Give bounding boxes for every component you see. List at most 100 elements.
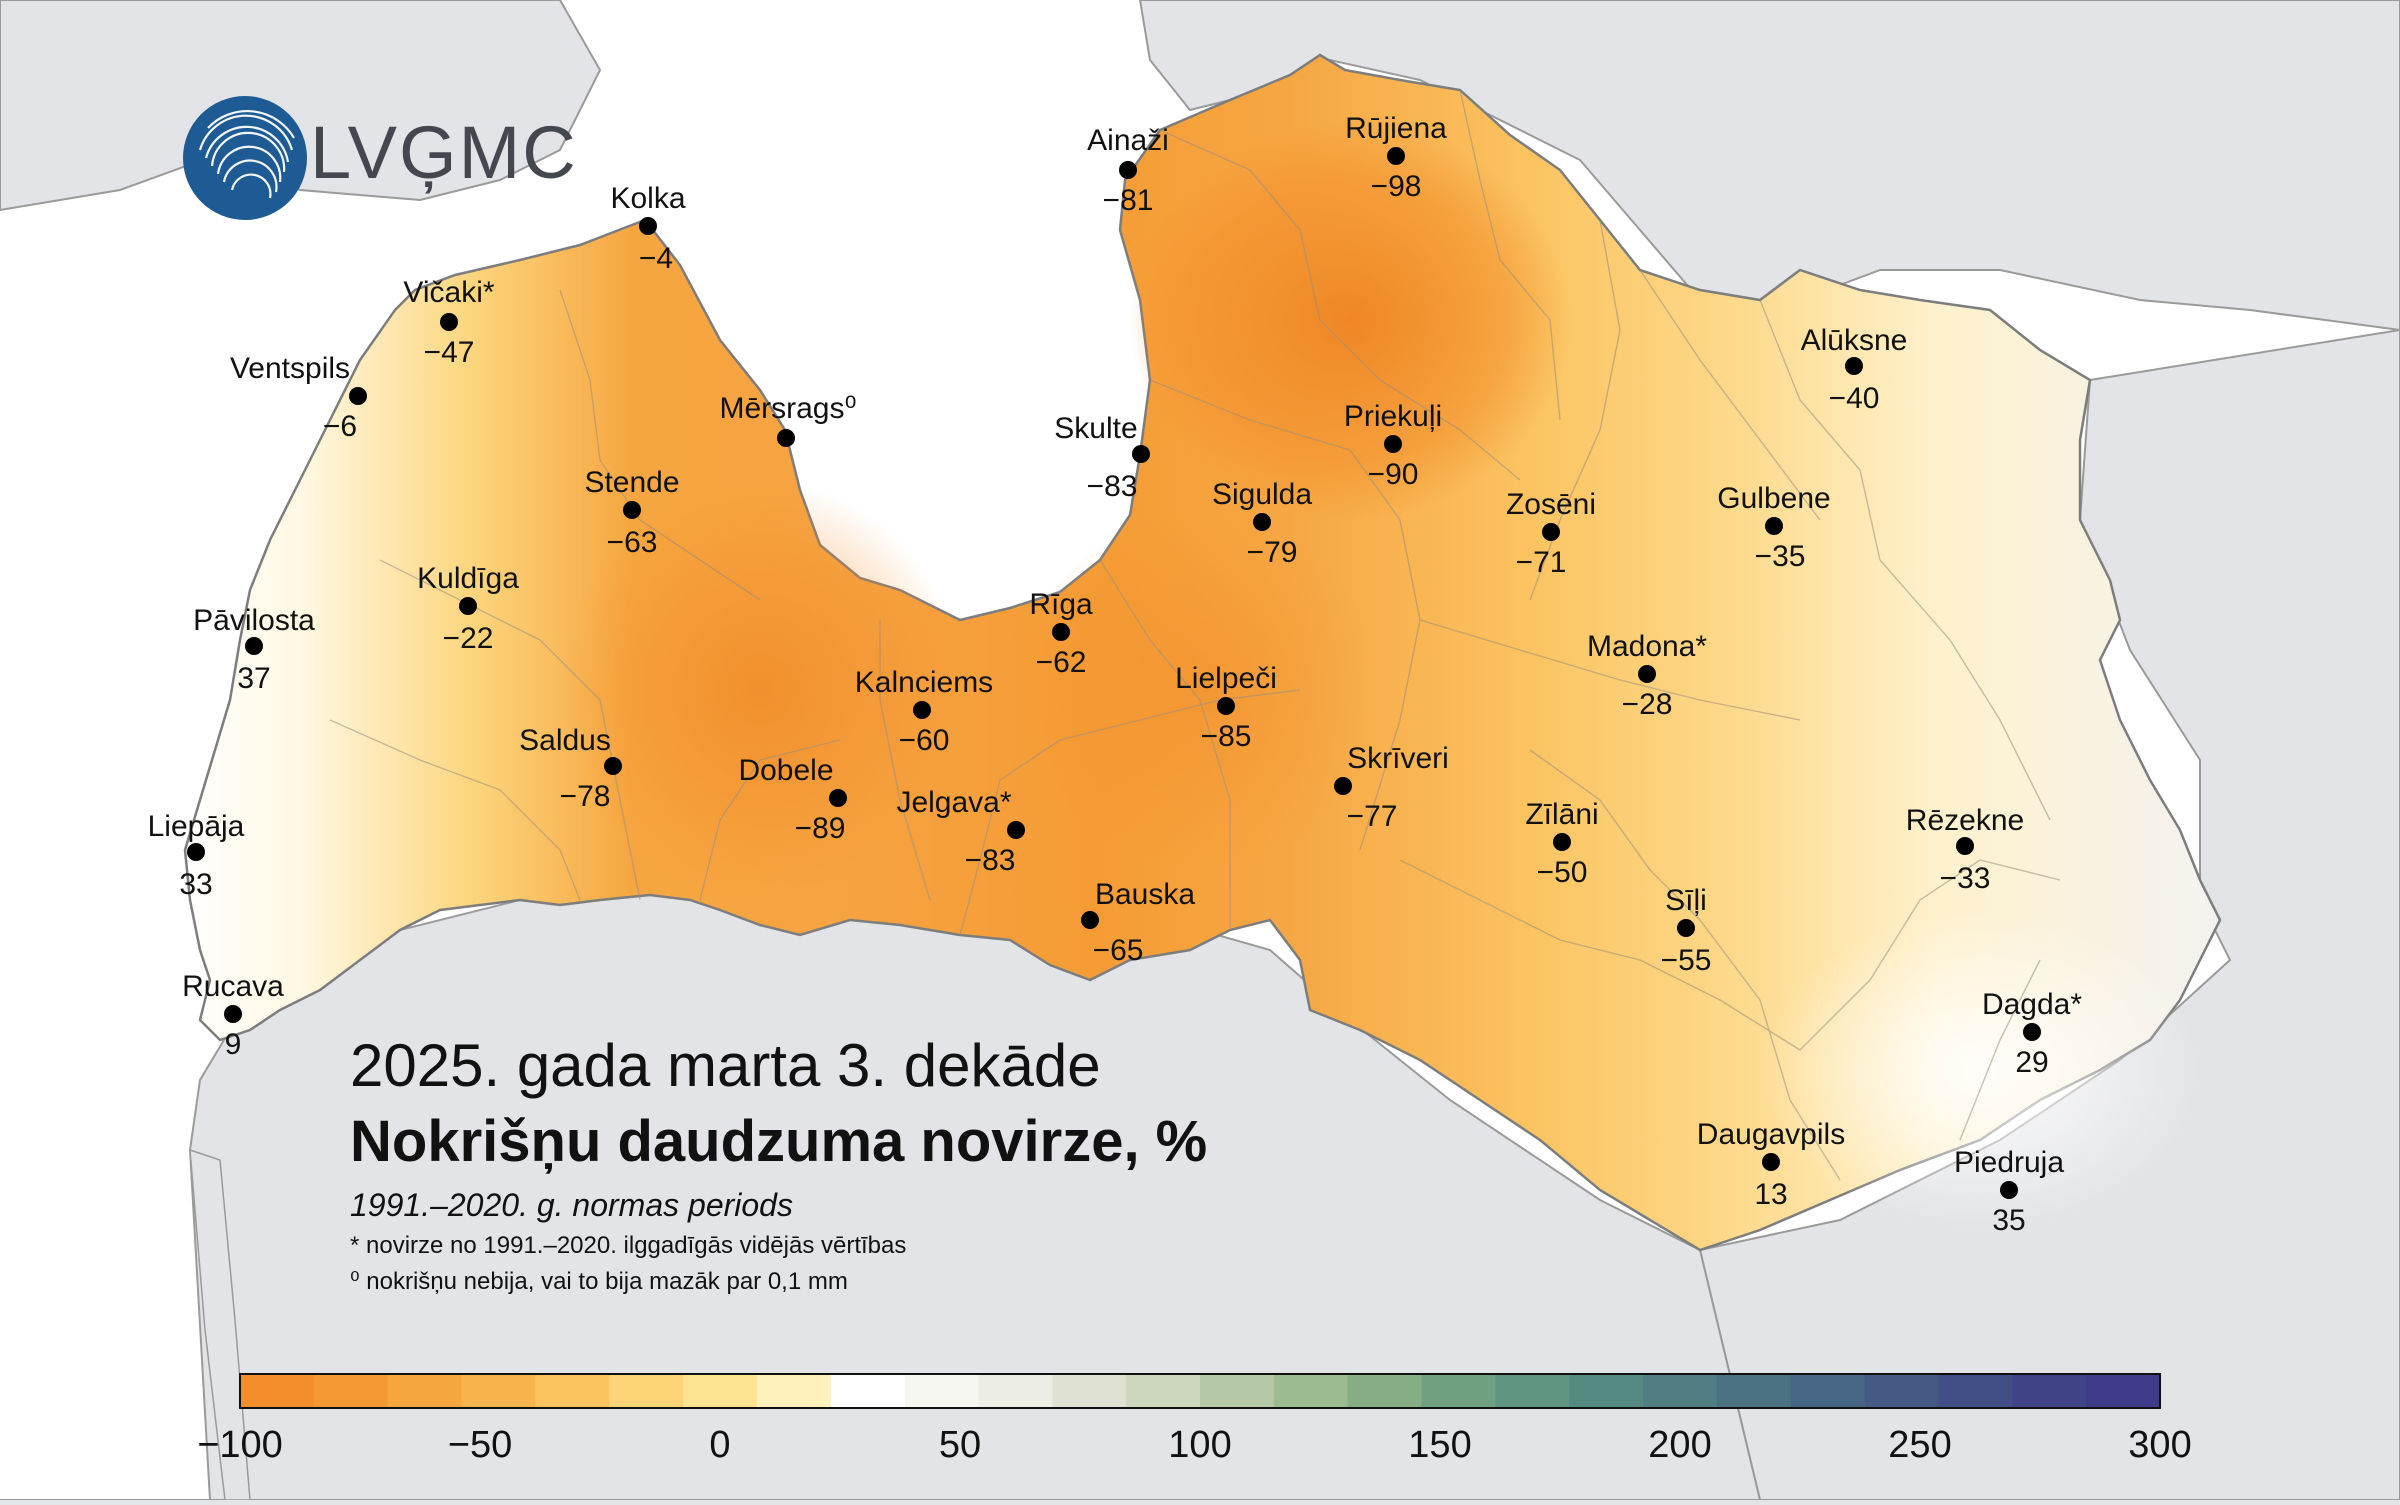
legend-tick-label: −100 — [197, 1424, 283, 1466]
station-value: −60 — [899, 724, 950, 757]
station-value: −79 — [1247, 536, 1298, 569]
station-value: −90 — [1368, 458, 1419, 491]
station-dot — [187, 843, 205, 861]
station-dot — [604, 757, 622, 775]
station-name: Kalnciems — [855, 666, 993, 699]
municipal-boundaries — [329, 89, 2061, 1181]
title-block: 2025. gada marta 3. dekāde Nokrišņu daud… — [350, 1030, 1207, 1300]
station-name: Kolka — [610, 182, 685, 215]
station-value: −47 — [424, 336, 475, 369]
station-name: Piedruja — [1954, 1146, 2064, 1179]
station-sili: Sīļi −55 — [1661, 884, 1712, 977]
station-rujiena: Rūjiena −98 — [1345, 112, 1447, 203]
deviation-pale-southeast — [1760, 910, 2200, 1230]
station-value: −22 — [443, 622, 494, 655]
legend-swatch — [1790, 1374, 1866, 1408]
station-name: Saldus — [519, 724, 611, 757]
station-aluksne: Alūksne −40 — [1801, 324, 1908, 415]
legend-tick-label: 150 — [1408, 1424, 1471, 1466]
station-name: Rucava — [182, 970, 284, 1003]
station-dot — [623, 501, 641, 519]
station-name: Lielpeči — [1175, 662, 1277, 695]
station-name: Zosēni — [1506, 488, 1596, 521]
station-dot — [245, 637, 263, 655]
map-subtitle: 1991.–2020. g. normas periods — [350, 1187, 793, 1223]
station-priekuli: Priekuļi −90 — [1344, 400, 1442, 491]
legend-tick-label: −50 — [448, 1424, 512, 1466]
station-value: −35 — [1755, 540, 1806, 573]
station-rucava: Rucava 9 — [182, 970, 284, 1061]
station-piedruja: Piedruja 35 — [1954, 1146, 2064, 1237]
legend-swatch — [1200, 1374, 1275, 1408]
station-value: −81 — [1103, 184, 1154, 217]
station-zoseni: Zosēni −71 — [1506, 488, 1596, 579]
legend-swatch — [1421, 1374, 1496, 1408]
station-dot — [1132, 445, 1150, 463]
map-period: 2025. gada marta 3. dekāde — [350, 1032, 1101, 1099]
station-value: −89 — [795, 812, 846, 845]
legend-swatch — [683, 1374, 758, 1408]
station-value: −55 — [1661, 944, 1712, 977]
station-name: Zīlāni — [1525, 798, 1598, 831]
legend-frame — [239, 1373, 2161, 1409]
station-value: 29 — [2015, 1046, 2048, 1079]
station-name: Ventspils — [230, 352, 350, 385]
station-sigulda: Sigulda −79 — [1212, 478, 1312, 569]
station-dot — [1677, 919, 1695, 937]
station-lielpeci: Lielpeči −85 — [1175, 662, 1277, 753]
station-value: 37 — [237, 662, 270, 695]
station-name: Dagda* — [1982, 988, 2082, 1021]
station-liepaja: Liepāja 33 — [148, 810, 245, 901]
station-value: 35 — [1992, 1204, 2025, 1237]
station-name: Stende — [584, 466, 679, 499]
station-name: Skulte — [1054, 412, 1137, 445]
estonia-islands — [0, 0, 602, 212]
station-name: Liepāja — [148, 810, 245, 843]
legend-swatch — [1938, 1374, 2013, 1408]
station-dot — [1253, 513, 1271, 531]
station-bauska: Bauska −65 — [1081, 878, 1195, 967]
station-dot — [1765, 517, 1783, 535]
legend-swatch — [1052, 1374, 1127, 1408]
legend-tick-label: 50 — [939, 1424, 981, 1466]
legend-swatch — [609, 1374, 684, 1408]
legend-swatch — [1495, 1374, 1570, 1408]
station-name: Rūjiena — [1345, 112, 1447, 145]
station-skulte: Skulte −83 — [1054, 412, 1150, 503]
station-dobele: Dobele −89 — [738, 754, 847, 845]
legend-swatch — [2012, 1374, 2087, 1408]
station-value: −85 — [1201, 720, 1252, 753]
station-value: −62 — [1036, 646, 1087, 679]
station-dot — [459, 597, 477, 615]
deviation-core-central — [1020, 510, 1380, 870]
station-value: −63 — [607, 526, 658, 559]
station-value: −50 — [1537, 856, 1588, 889]
station-dot — [777, 429, 795, 447]
station-name: Jelgava* — [896, 786, 1011, 819]
station-name: Pāvilosta — [193, 604, 315, 637]
station-mersrags: Mērsrags⁰ — [719, 392, 857, 447]
note-zero: ⁰ nokrišņu nebija, vai to bija mazāk par… — [350, 1268, 848, 1295]
note-asterisk: * novirze no 1991.–2020. ilggadīgās vidē… — [350, 1232, 907, 1259]
latvia-territory — [183, 53, 2222, 1252]
legend-tick-label: 250 — [1888, 1424, 1951, 1466]
station-value: −40 — [1829, 382, 1880, 415]
logo-text: LVĢMC — [310, 111, 578, 194]
station-dot — [1542, 523, 1560, 541]
station-dot — [1387, 147, 1405, 165]
station-name: Vičaki* — [403, 276, 494, 309]
legend-swatch — [1864, 1374, 1940, 1408]
station-value: −78 — [560, 780, 611, 813]
station-dot — [2023, 1023, 2041, 1041]
station-name: Dobele — [738, 754, 833, 787]
station-dot — [1052, 623, 1070, 641]
station-dot — [1845, 357, 1863, 375]
station-dot — [1638, 665, 1656, 683]
station-madona: Madona* −28 — [1587, 630, 1707, 721]
station-dot — [1553, 833, 1571, 851]
legend-swatch — [904, 1374, 980, 1408]
station-name: Daugavpils — [1697, 1118, 1845, 1151]
station-name: Ainaži — [1087, 124, 1169, 157]
